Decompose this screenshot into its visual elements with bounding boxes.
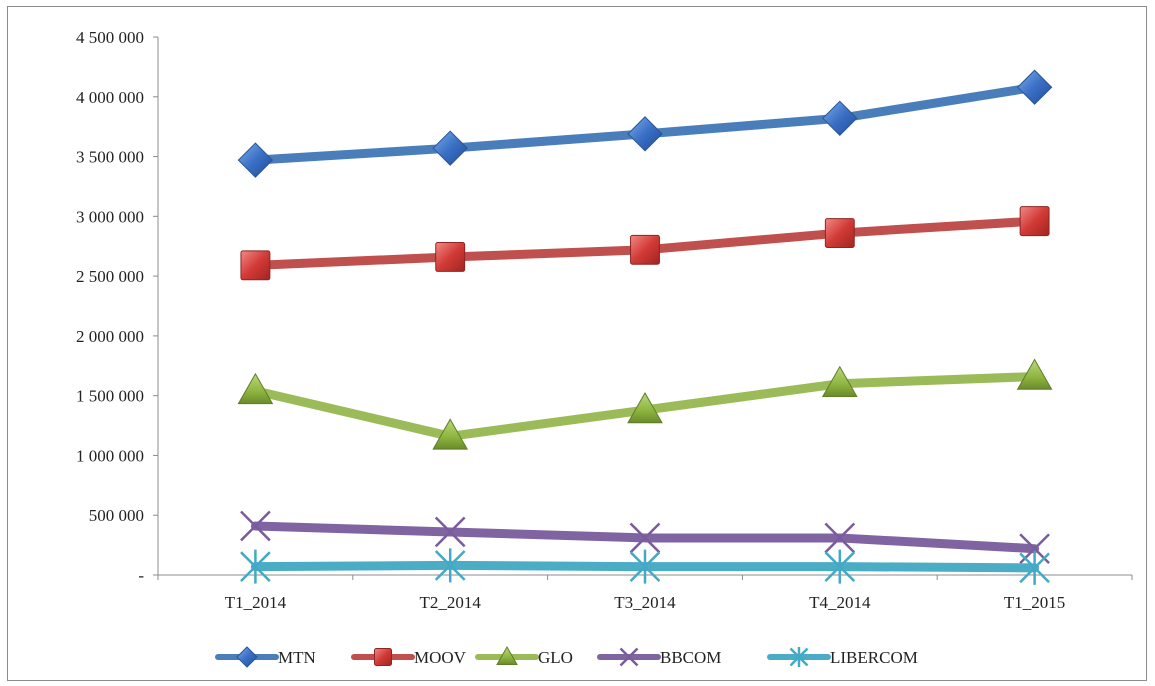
- legend-label: MOOV: [414, 648, 467, 667]
- y-tick-label: 3 500 000: [76, 148, 144, 167]
- data-point-libercom: [434, 548, 466, 583]
- y-tick-label: 2 500 000: [76, 267, 144, 286]
- data-point-bbcom: [629, 522, 661, 554]
- data-point-glo: [237, 372, 274, 405]
- y-tick-label: 3 000 000: [76, 207, 144, 226]
- series-glo: [237, 358, 1053, 450]
- legend-marker: [374, 648, 392, 666]
- series-layer: [237, 69, 1053, 585]
- legend-item-moov: MOOV: [351, 648, 467, 667]
- data-point-moov: [1019, 206, 1050, 237]
- x-tick-label: T4_2014: [809, 593, 871, 612]
- axes: [153, 36, 1133, 580]
- y-tick-label: 1 000 000: [76, 446, 144, 465]
- y-tick-label: 1 500 000: [76, 387, 144, 406]
- data-point-bbcom: [434, 516, 466, 548]
- x-tick-label: T3_2014: [614, 593, 676, 612]
- data-point-mtn: [237, 142, 274, 178]
- data-point-moov: [630, 234, 660, 265]
- series-mtn: [237, 69, 1053, 178]
- y-tick-label: 2 000 000: [76, 327, 144, 346]
- data-point-bbcom: [824, 522, 856, 554]
- legend-item-libercom: LIBERCOM: [767, 647, 918, 667]
- x-tick-label: T1_2015: [1004, 593, 1065, 612]
- data-point-glo: [821, 365, 858, 397]
- legend-marker: [236, 646, 258, 668]
- series-bbcom: [240, 510, 1050, 565]
- legend-marker: [789, 647, 809, 667]
- data-point-libercom: [629, 549, 661, 584]
- data-point-libercom: [1019, 550, 1050, 585]
- data-point-libercom: [824, 549, 856, 584]
- data-point-glo: [627, 392, 663, 424]
- data-point-mtn: [822, 100, 858, 137]
- y-tick-label: 4 500 000: [76, 28, 144, 47]
- legend-label: MTN: [278, 648, 316, 667]
- series-libercom: [240, 548, 1050, 585]
- legend-label: GLO: [538, 648, 573, 667]
- y-tick-label: -: [138, 566, 144, 585]
- data-point-bbcom: [240, 510, 271, 542]
- legend-label: BBCOM: [660, 648, 721, 667]
- data-point-moov: [435, 242, 466, 272]
- y-tick-labels: - 500 000 1 000 000 1 500 000 2 000 000 2 500…: [76, 28, 144, 585]
- legend-marker: [619, 647, 639, 667]
- chart-frame: [7, 6, 1147, 681]
- data-point-moov: [824, 218, 855, 249]
- data-point-moov: [240, 250, 271, 281]
- series-moov: [240, 206, 1050, 281]
- legend-marker: [496, 645, 518, 665]
- y-tick-label: 4 000 000: [76, 88, 144, 107]
- data-point-mtn: [432, 130, 468, 166]
- data-point-mtn: [627, 116, 663, 152]
- legend-label: LIBERCOM: [830, 648, 918, 667]
- legend-item-bbcom: BBCOM: [597, 647, 721, 667]
- legend-item-glo: GLO: [475, 645, 573, 667]
- x-tick-label: T1_2014: [225, 593, 287, 612]
- data-point-mtn: [1016, 69, 1053, 105]
- legend: MTN MOOV GLO BBCOM LIBERCOM: [215, 645, 918, 668]
- y-tick-label: 500 000: [89, 506, 144, 525]
- data-point-libercom: [240, 549, 271, 584]
- data-point-glo: [1016, 358, 1053, 390]
- x-tick-label: T2_2014: [420, 593, 482, 612]
- legend-item-mtn: MTN: [215, 646, 316, 668]
- data-point-glo: [432, 418, 469, 450]
- x-tick-labels: T1_2014 T2_2014 T3_2014 T4_2014 T1_2015: [225, 593, 1066, 612]
